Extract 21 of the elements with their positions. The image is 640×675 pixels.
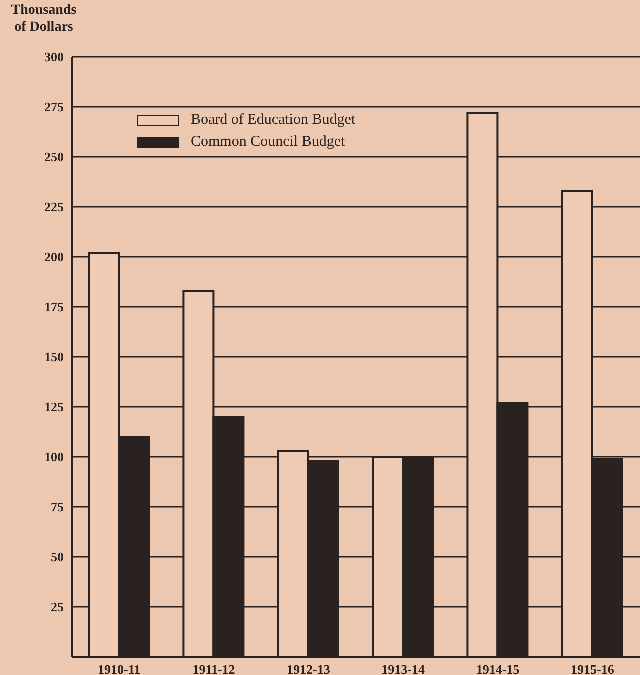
x-tick-label: 1910-11 bbox=[98, 662, 141, 675]
y-axis-title: Thousands of Dollars bbox=[10, 2, 78, 36]
x-tick-label: 1913-14 bbox=[382, 662, 426, 675]
y-tick-label: 175 bbox=[44, 300, 64, 315]
y-tick-label: 75 bbox=[51, 500, 64, 515]
x-tick-label: 1912-13 bbox=[286, 662, 331, 675]
y-tick-label: 100 bbox=[44, 450, 64, 465]
y-tick-label: 150 bbox=[44, 350, 64, 365]
x-tick-label: 1914-15 bbox=[476, 662, 520, 675]
x-tick-label: 1911-12 bbox=[192, 662, 236, 675]
legend-label: Board of Education Budget bbox=[191, 111, 356, 130]
y-tick-label: 50 bbox=[51, 550, 64, 565]
y-tick-label: 125 bbox=[44, 400, 64, 415]
y-tick-label: 225 bbox=[44, 200, 64, 215]
legend-label: Common Council Budget bbox=[191, 133, 346, 152]
y-tick-label: 300 bbox=[44, 50, 64, 65]
x-tick-label: 1915-16 bbox=[570, 662, 615, 675]
y-tick-label: 250 bbox=[44, 150, 64, 165]
y-tick-label: 200 bbox=[44, 250, 64, 265]
y-tick-label: 25 bbox=[51, 600, 64, 615]
y-tick-label: 275 bbox=[44, 100, 64, 115]
